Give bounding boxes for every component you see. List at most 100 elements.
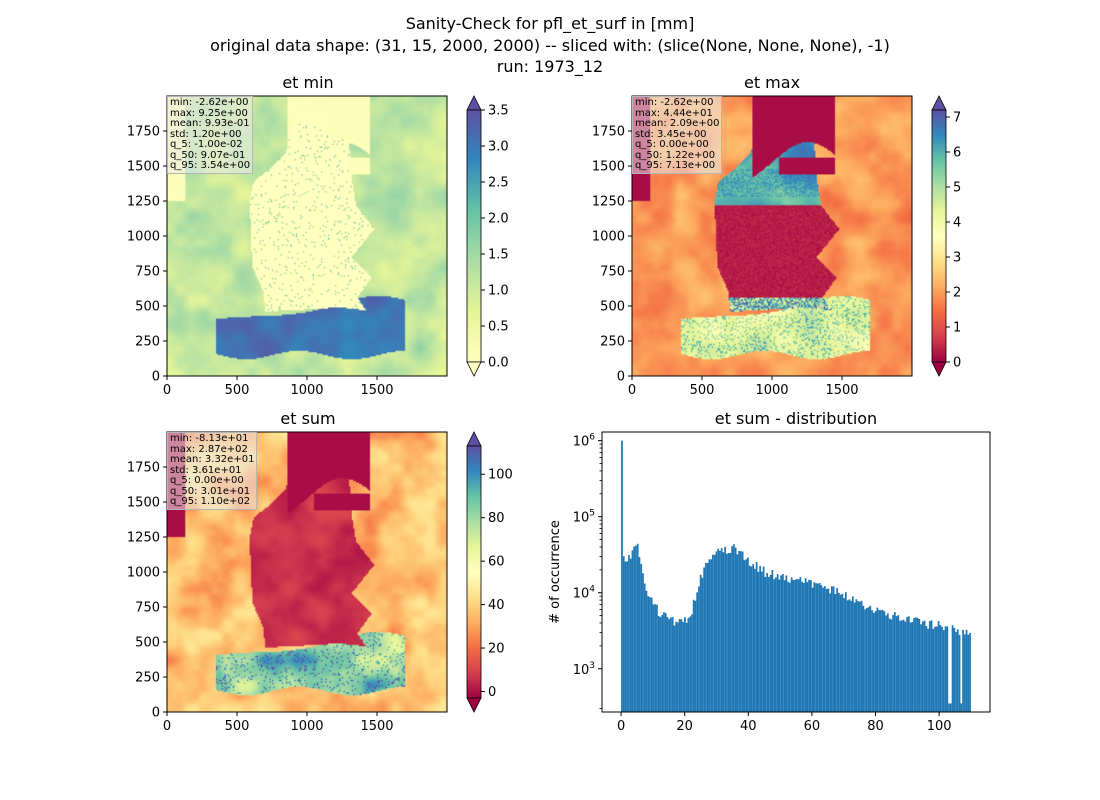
colorbar-tick-label: 3 [953,251,961,266]
histogram-bar [865,607,868,712]
stats-box-et-max: min: -2.62e+00 max: 4.44e+01 mean: 2.09e… [632,96,723,174]
histogram-bar [948,703,950,712]
histogram-bar [640,563,643,712]
histogram-bar [712,554,714,712]
stat-line: max: 9.25e+00 [170,107,248,119]
axes-frame [601,431,991,713]
y-tick-label: 1750 [592,125,625,140]
y-tick-label: 500 [135,636,160,651]
histogram-bar [823,586,826,712]
histogram-bar [946,626,949,712]
y-tick-label: 1750 [127,125,160,140]
histogram-bar [782,573,784,712]
stat-line: max: 4.44e+01 [635,107,713,119]
histogram-bar [659,617,662,712]
histogram-bar [804,578,807,712]
histogram-bar [888,618,891,712]
stats-box-et-sum: min: -8.13e+01 max: 2.87e+02 mean: 3.32e… [167,432,258,510]
histogram-bar [939,624,942,712]
axes-et-max: 0 500 1000 1500 0 250 500 750 1000 1250 1500 1750 [592,95,913,398]
y-tick-label: 0 [152,370,160,385]
histogram-bar [830,586,833,712]
histogram-bar [626,561,629,712]
histogram-bar [706,562,709,712]
histogram-bar [923,620,926,712]
stat-line: q_95: 1.10e+02 [170,496,251,507]
x-tick-label: 500 [690,383,715,398]
histogram-bar [962,629,964,712]
colorbar-et-min: 0.0 0.5 1.0 1.5 2.0 2.5 3.0 3.5 [466,95,509,377]
histogram-bar [921,621,924,712]
histogram-bar [836,588,838,712]
colorbar-tick-label: 7 [953,111,961,126]
histogram-bar [794,579,796,712]
histogram-bar [809,580,812,712]
colorbar-tick-label: 40 [488,598,505,613]
histogram-bar [871,610,873,712]
y-tick-label: 1500 [127,496,160,511]
y-tick-label: 250 [600,335,625,350]
histogram-bar [785,575,788,712]
histogram-bar [741,551,744,712]
histogram-bar [886,613,889,712]
x-tick-label: 0 [163,719,171,734]
stat-line: std: 1.20e+00 [170,128,242,140]
colorbar-tick-label: 2.5 [488,176,509,191]
stat-line: mean: 2.09e+00 [635,118,720,129]
histogram-bar [694,600,697,712]
histogram-bar [934,626,936,712]
colorbar-tick-label: 4 [953,216,961,231]
histogram-bar [881,609,884,712]
figure-title-line-1: Sanity-Check for pfl_et_surf in [mm] [406,14,695,34]
histogram-bar [755,561,758,712]
colorbar-bar [466,445,482,699]
histogram-bar [872,612,875,712]
stat-line: q_5: -1.00e-02 [170,139,243,150]
histogram-bar [650,597,653,712]
histogram-bar [671,617,674,712]
axes-et-min: 0 500 1000 1500 0 250 500 750 1000 1250 1500 1750 [127,95,448,398]
histogram-bar [757,571,760,712]
y-tick-label: 1000 [127,230,160,245]
histogram-bar [670,617,672,712]
y-tick-label: 104 [573,585,596,602]
x-tick-label: 500 [225,383,250,398]
histogram-axes: 0 20 40 60 80 100 103 104 105 106 [573,431,991,734]
histogram-bar [768,576,770,712]
y-tick-label: 1500 [127,160,160,175]
panel-title: et min [282,73,333,92]
colorbar-tick-label: 3.0 [488,140,509,155]
histogram-bar [666,617,669,712]
histogram-bar [942,630,945,712]
histogram-bar [918,618,921,712]
histogram-bar [892,615,894,712]
histogram-bar [841,593,844,712]
histogram-bar [776,574,779,712]
panel-title: et sum [280,409,335,428]
histogram-bar [664,613,667,712]
histogram-bar [930,620,933,712]
histogram-bar [775,577,777,712]
histogram-bar [967,634,970,712]
histogram-bar [722,552,725,712]
histogram-bar [897,615,900,712]
histogram-bar [855,599,858,712]
x-tick-label: 0 [628,383,636,398]
stat-line: q_5: 0.00e+00 [170,475,244,486]
histogram-bar [960,703,963,712]
histogram-bar [766,573,769,712]
histogram-bar [802,582,805,712]
colorbar-tick-label: 2.0 [488,212,509,227]
x-tick-label: 80 [867,719,884,734]
stat-line: q_50: 3.01e+01 [170,485,251,497]
histogram-bar [792,579,795,712]
histogram-bar [813,582,816,712]
colorbar-tick-label: 60 [488,555,505,570]
colorbar-tick-label: 1 [953,321,961,336]
x-tick-label: 0 [163,383,171,398]
x-tick-label: 1500 [825,383,858,398]
histogram-bar [636,543,639,712]
colorbar-extend-min [466,697,482,713]
histogram-bar [874,611,877,712]
